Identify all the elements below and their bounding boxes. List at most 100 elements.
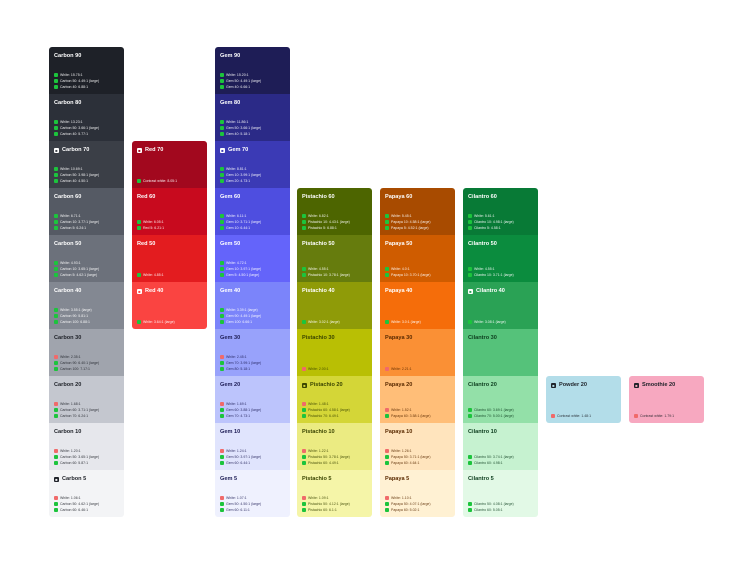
swatch-gem-70[interactable]: ■ Gem 70 White: 8.81:1 Gem 10: 3.99:1 (larg… xyxy=(215,141,290,188)
swatch-papaya-10[interactable]: Papaya 10 White: 1.26:1 Papaya 50: 3.71:1 … xyxy=(380,423,455,470)
check-icon xyxy=(137,220,141,224)
swatch-carbon-80[interactable]: Carbon 80 White: 13.23:1 Carbon 50: 3.66:1… xyxy=(49,94,124,141)
contrast-line: Cilantro 50: 3.74:1 (large) xyxy=(468,454,535,460)
swatch-gem-80[interactable]: Gem 80 White: 11.86:1 Gem 50: 3.66:1 (larg… xyxy=(215,94,290,141)
fail-icon xyxy=(220,449,224,453)
swatch-gem-10[interactable]: Gem 10 White: 1.24:1 Gem 50: 3.97:1 (large… xyxy=(215,423,290,470)
swatch-papaya-40[interactable]: Papaya 40 White: 3.0:1 (large) xyxy=(380,282,455,329)
swatch-title: Pistachio 50 xyxy=(302,240,367,248)
contrast-text: Gem 10: 3.97:1 (large) xyxy=(226,267,262,271)
check-icon xyxy=(385,220,389,224)
swatch-name: Cilantro 40 xyxy=(476,288,505,294)
swatch-cilantro-10[interactable]: Cilantro 10 Cilantro 50: 3.74:1 (large) Ci… xyxy=(463,423,538,470)
contrast-line: Cilantro 60: 4.98:1 xyxy=(468,460,535,466)
swatch-red-60[interactable]: Red 60 White: 6.05:1 Red 5: 6.21:1 xyxy=(132,188,207,235)
swatch-red-50[interactable]: Red 50 White: 4.85:1 xyxy=(132,235,207,282)
contrast-text: Cilantro 60: 5.05:1 xyxy=(474,508,503,512)
contrast-line: White: 1.68:1 xyxy=(54,401,121,407)
swatch-cilantro-5[interactable]: Cilantro 5 Cilantro 50: 4.08:1 (large) Cil… xyxy=(463,470,538,517)
contrast-text: Cilantro 60: 3.69:1 (large) xyxy=(474,408,514,412)
swatch-cilantro-40[interactable]: ■ Cilantro 40 White: 3.08:1 (large) xyxy=(463,282,538,329)
contrast-text: Gem 60: 6.11:1 xyxy=(226,508,250,512)
contrast-line: White: 8.81:1 xyxy=(220,166,287,172)
swatch-smoothie-20[interactable]: ■ Smoothie 20 Contrast white: 1.79:1 xyxy=(629,376,704,423)
swatch-papaya-60[interactable]: Papaya 60 White: 5.45:1 Papaya 10: 4.58:1 … xyxy=(380,188,455,235)
swatch-carbon-90[interactable]: Carbon 90 White: 15.75:1 Carbon 50: 4.49:1… xyxy=(49,47,124,94)
swatch-carbon-60[interactable]: Carbon 60 White: 6.71:1 Carbon 10: 3.77:1 … xyxy=(49,188,124,235)
check-icon xyxy=(385,214,389,218)
swatch-cilantro-60[interactable]: Cilantro 60 White: 5.61:1 Cilantro 10: 4.9… xyxy=(463,188,538,235)
swatch-name: Papaya 50 xyxy=(385,241,413,247)
contrast-line: Gem 90: 4.49:1 (large) xyxy=(220,313,287,319)
swatch-red-70[interactable]: ■ Red 70 Contrast white: 8.05:1 xyxy=(132,141,207,188)
contrast-line: White: 11.86:1 xyxy=(220,119,287,125)
swatch-carbon-40[interactable]: Carbon 40 White: 3.55:1 (large) Carbon 90:… xyxy=(49,282,124,329)
contrast-line: White: 3.55:1 (large) xyxy=(54,307,121,313)
swatch-pistachio-50[interactable]: Pistachio 50 White: 4.55:1 Pistachio 10: 3… xyxy=(297,235,372,282)
swatch-gem-40[interactable]: Gem 40 White: 3.39:1 (large) Gem 90: 4.49:… xyxy=(215,282,290,329)
fail-icon xyxy=(54,355,58,359)
swatch-pistachio-10[interactable]: Pistachio 10 White: 1.22:1 Pistachio 50: 3… xyxy=(297,423,372,470)
swatch-name: Red 50 xyxy=(137,241,156,247)
check-icon xyxy=(137,226,141,230)
swatch-carbon-30[interactable]: Carbon 30 White: 2.35:1 Carbon 90: 6.40:1 … xyxy=(49,329,124,376)
contrast-line: Cilantro 5: 4.58:1 xyxy=(468,225,535,231)
check-icon xyxy=(220,132,224,136)
swatch-gem-5[interactable]: Gem 5 White: 1.07:1 Gem 50: 4.50:1 (large)… xyxy=(215,470,290,517)
palette-column-smoothie: ■ Smoothie 20 Contrast white: 1.79:1 xyxy=(629,376,704,423)
check-icon xyxy=(220,408,224,412)
swatch-carbon-50[interactable]: Carbon 50 White: 4.93:1 Carbon 10: 3.65:1 … xyxy=(49,235,124,282)
swatch-name: Gem 70 xyxy=(228,147,249,153)
swatch-title: Carbon 40 xyxy=(54,287,119,295)
swatch-gem-90[interactable]: Gem 90 White: 15.20:1 Gem 50: 4.49:1 (larg… xyxy=(215,47,290,94)
swatch-pistachio-30[interactable]: Pistachio 30 White: 2.00:1 xyxy=(297,329,372,376)
contrast-list: White: 1.68:1 Carbon 60: 3.71:1 (large) Ca… xyxy=(54,401,121,419)
swatch-papaya-30[interactable]: Papaya 30 White: 2.21:1 xyxy=(380,329,455,376)
swatch-pistachio-40[interactable]: Pistachio 40 White: 3.02:1 (large) xyxy=(297,282,372,329)
check-icon xyxy=(54,267,58,271)
swatch-powder-20[interactable]: ■ Powder 20 Contrast white: 1.48:1 xyxy=(546,376,621,423)
swatch-title: Gem 50 xyxy=(220,240,285,248)
swatch-gem-30[interactable]: Gem 30 White: 2.45:1 Gem 70: 3.99:1 (large… xyxy=(215,329,290,376)
contrast-line: White: 6.82:1 xyxy=(302,213,369,219)
base-color-icon: ■ xyxy=(302,382,307,388)
check-icon xyxy=(54,314,58,318)
swatch-pistachio-20[interactable]: ■ Pistachio 20 White: 1.48:1 Pistachio 60: … xyxy=(297,376,372,423)
contrast-line: Cilantro 60: 5.05:1 xyxy=(468,507,535,513)
swatch-papaya-50[interactable]: Papaya 50 White: 4.0:1 Papaya 10: 3.70:1 (… xyxy=(380,235,455,282)
swatch-carbon-5[interactable]: ■ Carbon 5 White: 1.06:1 Carbon 50: 4.62:1 … xyxy=(49,470,124,517)
swatch-papaya-5[interactable]: Papaya 5 White: 1.10:1 Papaya 50: 4.07:1 (… xyxy=(380,470,455,517)
swatch-gem-50[interactable]: Gem 50 White: 4.72:1 Gem 10: 3.97:1 (large… xyxy=(215,235,290,282)
swatch-carbon-70[interactable]: ■ Carbon 70 White: 10.69:1 Carbon 50: 3.98:… xyxy=(49,141,124,188)
contrast-line: Gem 10: 3.97:1 (large) xyxy=(220,266,287,272)
check-icon xyxy=(54,367,58,371)
check-icon xyxy=(220,320,224,324)
contrast-line: Carbon 50: 3.66:1 (large) xyxy=(54,125,121,131)
swatch-carbon-10[interactable]: Carbon 10 White: 1.20:1 Carbon 50: 3.65:1 … xyxy=(49,423,124,470)
swatch-gem-20[interactable]: Gem 20 White: 1.69:1 Gem 60: 3.88:1 (large… xyxy=(215,376,290,423)
contrast-text: Carbon 50: 3.66:1 (large) xyxy=(60,126,100,130)
contrast-list: Cilantro 50: 4.08:1 (large) Cilantro 60: … xyxy=(468,501,535,513)
contrast-list: White: 1.20:1 Carbon 50: 3.65:1 (large) Ca… xyxy=(54,448,121,466)
swatch-cilantro-20[interactable]: Cilantro 20 Cilantro 60: 3.69:1 (large) Ci… xyxy=(463,376,538,423)
swatch-gem-60[interactable]: Gem 60 White: 6.11:1 Gem 10: 3.71:1 (large… xyxy=(215,188,290,235)
swatch-red-40[interactable]: ■ Red 40 White: 3.64:1 (large) xyxy=(132,282,207,329)
contrast-list: White: 4.55:1 Pistachio 10: 3.78:1 (large… xyxy=(302,266,369,278)
swatch-pistachio-5[interactable]: Pistachio 5 White: 1.09:1 Pistachio 50: 4.… xyxy=(297,470,372,517)
contrast-list: White: 3.08:1 (large) xyxy=(468,319,535,325)
contrast-text: Papaya 60: 4.64:1 xyxy=(391,461,420,465)
check-icon xyxy=(220,126,224,130)
base-color-icon: ■ xyxy=(137,288,142,294)
check-icon xyxy=(385,267,389,271)
contrast-line: Carbon 100: 6.88:1 xyxy=(54,319,121,325)
swatch-carbon-20[interactable]: Carbon 20 White: 1.68:1 Carbon 60: 3.71:1 … xyxy=(49,376,124,423)
swatch-name: Carbon 60 xyxy=(54,194,82,200)
contrast-line: Gem 10: 6.44:1 xyxy=(220,225,287,231)
contrast-text: Gem 70: 4.73:1 xyxy=(226,414,251,418)
check-icon xyxy=(54,79,58,83)
swatch-cilantro-50[interactable]: Cilantro 50 White: 4.55:1 Cilantro 10: 3.7… xyxy=(463,235,538,282)
swatch-pistachio-60[interactable]: Pistachio 60 White: 6.82:1 Pistachio 10: 4… xyxy=(297,188,372,235)
swatch-cilantro-30[interactable]: Cilantro 30 xyxy=(463,329,538,376)
swatch-papaya-20[interactable]: Papaya 20 White: 1.52:1 Papaya 60: 3.58:1 … xyxy=(380,376,455,423)
check-icon xyxy=(54,414,58,418)
